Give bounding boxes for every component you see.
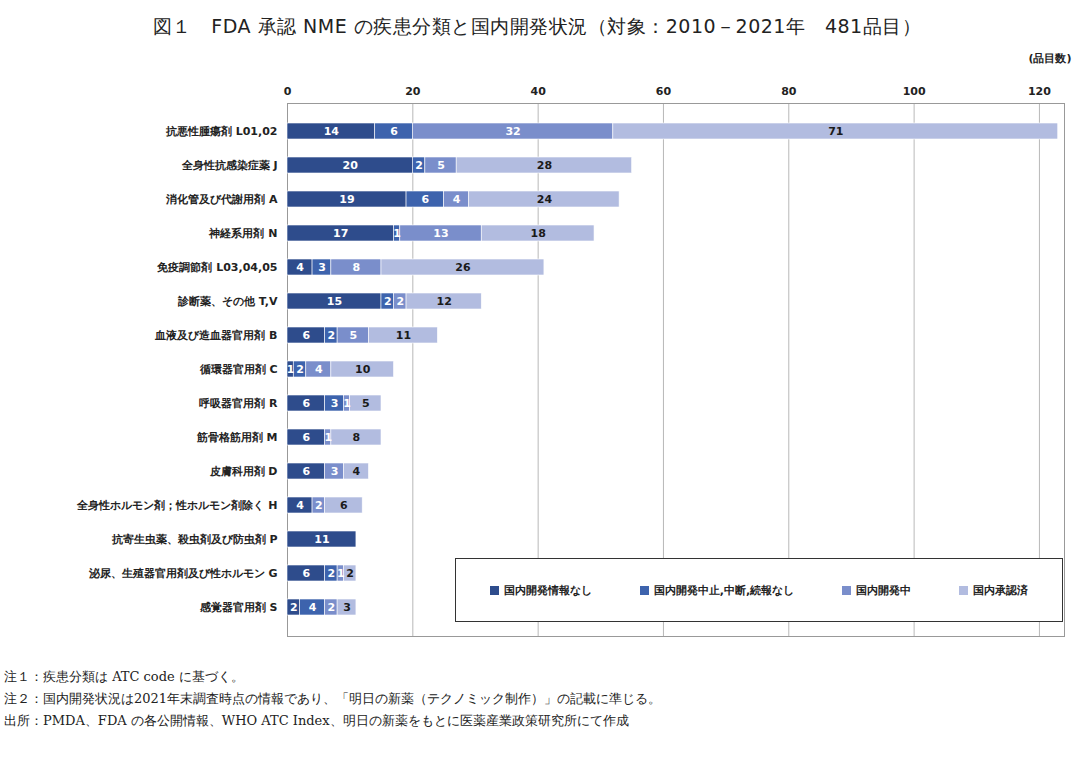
svg-text:6: 6 [302, 567, 310, 580]
svg-text:80: 80 [781, 85, 797, 98]
svg-text:2: 2 [328, 567, 336, 580]
svg-text:神経系用剤 N: 神経系用剤 N [208, 227, 277, 240]
svg-text:(品目数): (品目数) [1028, 52, 1071, 65]
svg-text:60: 60 [656, 85, 672, 98]
svg-text:6: 6 [340, 499, 348, 512]
svg-text:4: 4 [296, 261, 304, 274]
html-text:国内開発情報なし: 国内開発情報なし [504, 583, 592, 597]
svg-text:8: 8 [353, 261, 361, 274]
svg-text:12: 12 [436, 295, 451, 308]
svg-text:皮膚科用剤 D: 皮膚科用剤 D [209, 465, 278, 478]
svg-text:6: 6 [302, 397, 310, 410]
svg-text:5: 5 [437, 159, 445, 172]
svg-text:32: 32 [505, 125, 520, 138]
svg-text:0: 0 [284, 85, 292, 98]
svg-text:1: 1 [324, 431, 332, 444]
svg-text:泌尿、生殖器官用剤及び性ホルモン G: 泌尿、生殖器官用剤及び性ホルモン G [88, 567, 278, 580]
svg-text:2: 2 [328, 329, 336, 342]
svg-text:14: 14 [324, 125, 340, 138]
svg-text:2: 2 [315, 499, 323, 512]
svg-text:71: 71 [828, 125, 843, 138]
html-text:国内開発中止,中断,続報なし: 国内開発中止,中断,続報なし [653, 583, 795, 597]
svg-text:4: 4 [353, 465, 361, 478]
html-text:出所：PMDA、FDA の各公開情報、WHO ATC Ind: 出所：PMDA、FDA の各公開情報、WHO ATC Index、明日の新薬をも… [4, 713, 629, 728]
svg-text:5: 5 [349, 329, 357, 342]
svg-text:28: 28 [537, 159, 552, 172]
svg-text:40: 40 [530, 85, 546, 98]
svg-text:3: 3 [331, 465, 339, 478]
html-text:注２：国内開発状況は2021年末調査時点の情報であり、「明日: 注２：国内開発状況は2021年末調査時点の情報であり、「明日の新薬（テクノミック… [4, 691, 662, 706]
svg-text:3: 3 [318, 261, 326, 274]
svg-text:8: 8 [353, 431, 361, 444]
html-text:注１：疾患分類は ATC code に基づく。: 注１：疾患分類は ATC code に基づく。 [4, 669, 244, 684]
svg-text:6: 6 [390, 125, 398, 138]
svg-text:6: 6 [302, 329, 310, 342]
svg-text:100: 100 [903, 85, 926, 98]
svg-text:1: 1 [337, 567, 345, 580]
svg-text:診断薬、その他 T,V: 診断薬、その他 T,V [177, 295, 278, 308]
svg-text:2: 2 [396, 295, 404, 308]
svg-text:17: 17 [333, 227, 348, 240]
html-text:図１ FDA 承認 NME の疾患分類と国内開発状況（対象：: 図１ FDA 承認 NME の疾患分類と国内開発状況（対象：2010－2021年… [152, 15, 922, 37]
svg-text:19: 19 [339, 193, 354, 206]
svg-text:2: 2 [296, 363, 304, 376]
svg-text:1: 1 [287, 363, 295, 376]
svg-text:18: 18 [530, 227, 545, 240]
svg-text:免疫調節剤 L03,04,05: 免疫調節剤 L03,04,05 [156, 261, 277, 274]
svg-text:1: 1 [393, 227, 401, 240]
svg-text:2: 2 [328, 601, 336, 614]
svg-text:2: 2 [415, 159, 423, 172]
svg-text:13: 13 [433, 227, 448, 240]
svg-text:抗寄生虫薬、殺虫剤及び防虫剤 P: 抗寄生虫薬、殺虫剤及び防虫剤 P [111, 533, 278, 546]
svg-text:20: 20 [405, 85, 421, 98]
svg-text:全身性ホルモン剤；性ホルモン剤除く H: 全身性ホルモン剤；性ホルモン剤除く H [76, 499, 277, 512]
svg-text:6: 6 [302, 465, 310, 478]
svg-text:11: 11 [396, 329, 411, 342]
svg-text:15: 15 [327, 295, 342, 308]
svg-text:2: 2 [290, 601, 298, 614]
svg-text:24: 24 [537, 193, 553, 206]
svg-text:血液及び造血器官用剤 B: 血液及び造血器官用剤 B [154, 329, 277, 342]
svg-text:5: 5 [362, 397, 370, 410]
svg-text:全身性抗感染症薬 J: 全身性抗感染症薬 J [181, 159, 278, 172]
html-text:国内承認済: 国内承認済 [973, 583, 1028, 597]
svg-text:感覚器官用剤 S: 感覚器官用剤 S [199, 601, 278, 614]
svg-text:11: 11 [314, 533, 329, 546]
svg-text:10: 10 [355, 363, 371, 376]
svg-text:3: 3 [331, 397, 339, 410]
html-text:国内開発中: 国内開発中 [856, 583, 912, 597]
svg-text:1: 1 [343, 397, 351, 410]
svg-text:循環器官用剤 C: 循環器官用剤 C [199, 363, 278, 376]
svg-text:6: 6 [302, 431, 310, 444]
svg-text:4: 4 [453, 193, 461, 206]
svg-text:2: 2 [384, 295, 392, 308]
svg-text:4: 4 [315, 363, 323, 376]
svg-text:26: 26 [455, 261, 471, 274]
svg-text:120: 120 [1028, 85, 1051, 98]
svg-text:3: 3 [343, 601, 351, 614]
svg-text:2: 2 [346, 567, 354, 580]
svg-text:消化管及び代謝用剤 A: 消化管及び代謝用剤 A [165, 193, 278, 206]
svg-text:20: 20 [343, 159, 359, 172]
svg-text:抗悪性腫瘍剤 L01,02: 抗悪性腫瘍剤 L01,02 [165, 125, 278, 138]
svg-text:筋骨格筋用剤 M: 筋骨格筋用剤 M [196, 431, 278, 444]
svg-text:4: 4 [296, 499, 304, 512]
svg-text:6: 6 [422, 193, 430, 206]
svg-text:呼吸器官用剤 R: 呼吸器官用剤 R [199, 397, 278, 410]
svg-text:4: 4 [309, 601, 317, 614]
